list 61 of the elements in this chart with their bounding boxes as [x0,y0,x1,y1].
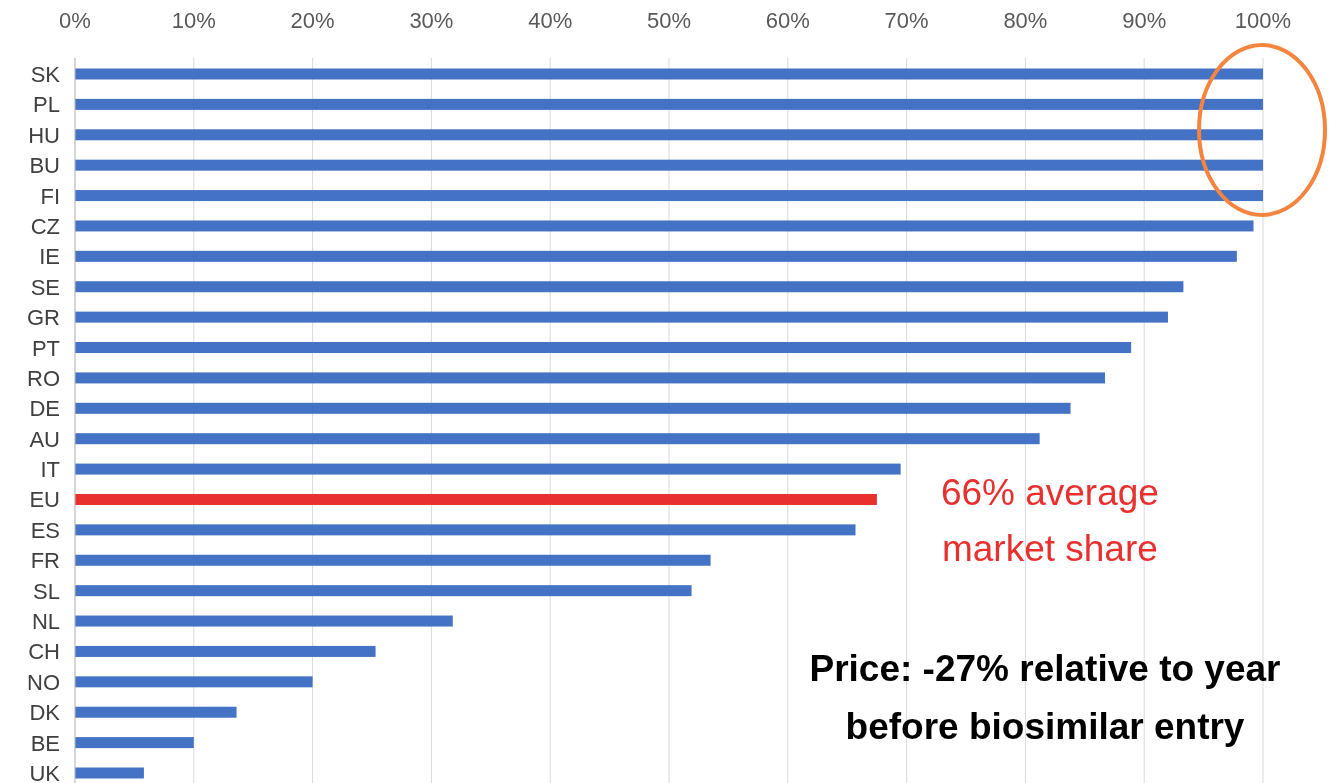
bar [75,615,453,627]
bar [75,645,376,657]
x-tick-label: 70% [884,8,929,33]
bar [75,250,1237,262]
y-tick-label: SL [33,578,60,604]
bar [75,220,1254,232]
bar [75,585,692,597]
y-tick-label: CH [28,639,60,665]
bar [75,493,877,505]
bar [75,706,237,718]
bar [75,433,1040,445]
y-tick-label: BU [29,153,60,179]
annotation: 66% average market share [940,472,1159,570]
y-tick-label: FR [30,548,60,574]
x-tick-label: 60% [765,8,810,33]
bar [75,554,711,566]
x-tick-label: 100% [1234,8,1292,33]
y-tick-label: RO [27,365,60,391]
bar [75,311,1168,323]
x-tick-label: 50% [646,8,692,33]
bar [75,342,1132,354]
x-tick-label: 30% [409,8,454,33]
bar [75,98,1263,110]
bar [75,281,1184,293]
y-tick-label: IE [39,244,60,270]
y-tick-label: GR [27,305,60,331]
bar [75,524,856,536]
bar [75,372,1105,384]
bar [75,767,144,779]
y-tick-label: CZ [30,213,60,239]
bar [75,463,901,475]
y-tick-label: DE [29,396,60,422]
bar [75,402,1071,414]
x-tick-label: 90% [1122,8,1167,33]
x-tick-label: 10% [171,8,216,33]
bar [75,737,194,749]
x-tick-label: 0% [59,8,91,33]
y-tick-label: PL [33,92,60,118]
y-tick-label: EU [29,487,60,513]
bar [75,159,1263,171]
y-tick-label: HU [28,122,60,148]
bar [75,190,1263,202]
bar [75,676,313,688]
x-tick-label: 20% [290,8,335,33]
y-tick-label: NL [31,609,60,635]
y-tick-label: SK [30,62,61,87]
y-tick-label: AU [29,426,60,452]
y-tick-label: UK [29,761,61,783]
y-tick-label: DK [29,700,61,726]
bar [75,68,1263,80]
x-tick-label: 80% [1003,8,1048,33]
y-tick-label: NO [27,669,60,695]
y-tick-label: IT [40,457,60,483]
y-tick-label: SE [30,274,60,300]
y-tick-label: ES [30,517,60,543]
bar [75,129,1263,141]
y-tick-label: BE [30,730,60,756]
annotation: Price: -27% relative to year before biosimilar entry [809,648,1281,747]
y-tick-label: PT [31,335,60,361]
y-tick-label: FI [40,183,60,209]
x-tick-label: 40% [528,8,573,33]
